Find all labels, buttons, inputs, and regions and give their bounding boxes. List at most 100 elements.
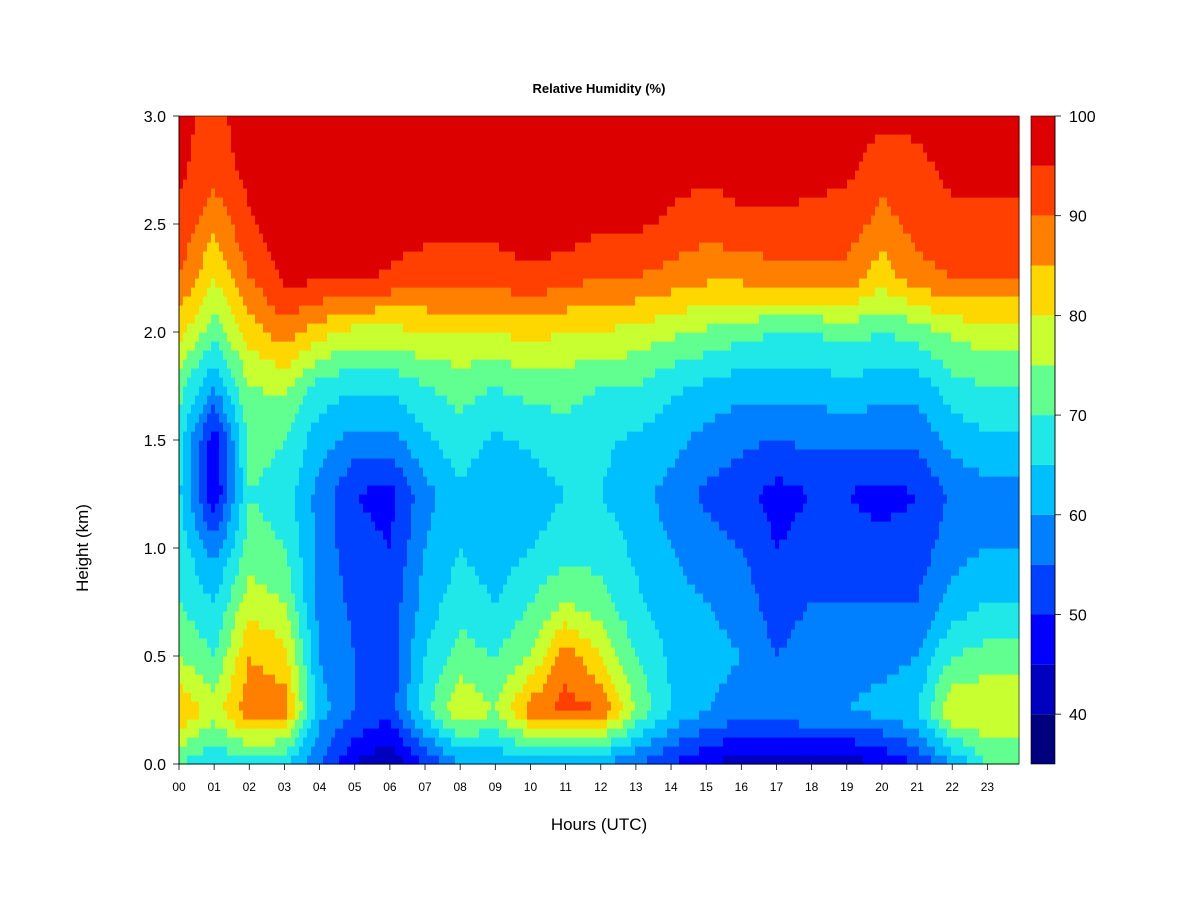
heatmap-cell: [235, 692, 240, 702]
heatmap-cell: [179, 323, 184, 333]
heatmap-cell: [387, 215, 392, 225]
heatmap-cell: [243, 125, 248, 135]
heatmap-cell: [183, 557, 188, 567]
heatmap-cell: [263, 278, 268, 288]
heatmap-cell: [267, 710, 272, 720]
heatmap-cell: [263, 476, 268, 486]
heatmap-cell: [299, 584, 304, 594]
heatmap-cell: [275, 332, 280, 342]
heatmap-cell: [363, 692, 368, 702]
heatmap-cell: [199, 656, 204, 666]
heatmap-cell: [247, 431, 252, 441]
heatmap-cell: [399, 224, 404, 234]
heatmap-cell: [415, 710, 420, 720]
heatmap-cell: [275, 467, 280, 477]
heatmap-cell: [339, 449, 344, 459]
heatmap-cell: [451, 539, 456, 549]
heatmap-cell: [367, 359, 372, 369]
heatmap-cell: [307, 692, 312, 702]
heatmap-cell: [419, 422, 424, 432]
heatmap-cell: [291, 341, 296, 351]
heatmap-cell: [391, 530, 396, 540]
heatmap-cell: [359, 548, 364, 558]
heatmap-cell: [327, 161, 332, 171]
heatmap-cell: [299, 269, 304, 279]
heatmap-cell: [251, 377, 256, 387]
heatmap-cell: [427, 683, 432, 693]
heatmap-cell: [439, 701, 444, 711]
heatmap-cell: [199, 728, 204, 738]
heatmap-cell: [395, 728, 400, 738]
heatmap-cell: [411, 242, 416, 252]
heatmap-cell: [223, 638, 228, 648]
heatmap-cell: [311, 755, 316, 765]
heatmap-cell: [291, 530, 296, 540]
heatmap-cell: [363, 494, 368, 504]
heatmap-cell: [443, 404, 448, 414]
heatmap-cell: [411, 440, 416, 450]
heatmap-cell: [383, 179, 388, 189]
heatmap-cell: [343, 575, 348, 585]
heatmap-cell: [431, 377, 436, 387]
heatmap-cell: [259, 332, 264, 342]
heatmap-cell: [403, 188, 408, 198]
heatmap-cell: [387, 665, 392, 675]
heatmap-cell: [399, 377, 404, 387]
heatmap-cell: [379, 746, 384, 756]
heatmap-cell: [255, 485, 260, 495]
heatmap-cell: [239, 566, 244, 576]
heatmap-cell: [195, 296, 200, 306]
heatmap-cell: [275, 359, 280, 369]
heatmap-cell: [279, 359, 284, 369]
heatmap-cell: [319, 620, 324, 630]
heatmap-cell: [435, 449, 440, 459]
heatmap-cell: [315, 341, 320, 351]
heatmap-cell: [439, 683, 444, 693]
heatmap-cell: [375, 485, 380, 495]
heatmap-cell: [363, 125, 368, 135]
heatmap-cell: [195, 197, 200, 207]
heatmap-cell: [239, 332, 244, 342]
heatmap-cell: [219, 575, 224, 585]
heatmap-cell: [231, 314, 236, 324]
heatmap-cell: [411, 674, 416, 684]
heatmap-cell: [331, 323, 336, 333]
heatmap-cell: [395, 647, 400, 657]
heatmap-cell: [299, 458, 304, 468]
heatmap-cell: [303, 386, 308, 396]
heatmap-cell: [211, 206, 216, 216]
heatmap-cell: [179, 629, 184, 639]
heatmap-cell: [271, 701, 276, 711]
heatmap-cell: [451, 737, 456, 747]
heatmap-cell: [331, 647, 336, 657]
heatmap-cell: [379, 359, 384, 369]
heatmap-cell: [219, 539, 224, 549]
heatmap-cell: [395, 710, 400, 720]
heatmap-cell: [251, 242, 256, 252]
heatmap-cell: [387, 611, 392, 621]
heatmap-cell: [399, 395, 404, 405]
heatmap-cell: [407, 737, 412, 747]
heatmap-cell: [427, 656, 432, 666]
heatmap-cell: [211, 125, 216, 135]
heatmap-cell: [319, 125, 324, 135]
heatmap-cell: [267, 179, 272, 189]
heatmap-cell: [351, 125, 356, 135]
heatmap-cell: [263, 197, 268, 207]
heatmap-cell: [427, 368, 432, 378]
heatmap-cell: [271, 251, 276, 261]
heatmap-cell: [307, 287, 312, 297]
heatmap-cell: [243, 278, 248, 288]
heatmap-cell: [231, 341, 236, 351]
heatmap-cell: [351, 692, 356, 702]
heatmap-cell: [387, 206, 392, 216]
heatmap-cell: [363, 395, 368, 405]
heatmap-cell: [215, 125, 220, 135]
heatmap-cell: [231, 404, 236, 414]
heatmap-cell: [223, 674, 228, 684]
heatmap-cell: [399, 152, 404, 162]
heatmap-cell: [371, 161, 376, 171]
heatmap-cell: [315, 359, 320, 369]
heatmap-cell: [223, 485, 228, 495]
heatmap-cell: [211, 602, 216, 612]
